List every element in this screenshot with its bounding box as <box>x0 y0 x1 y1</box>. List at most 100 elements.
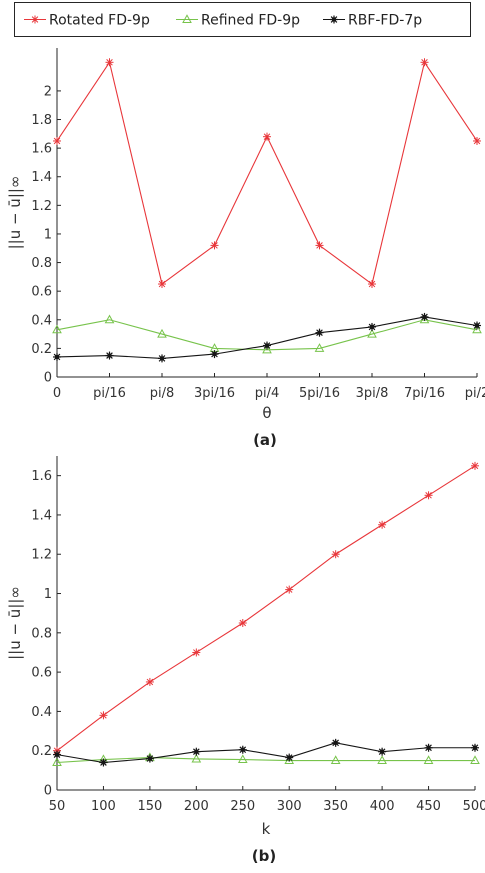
data-point <box>192 747 201 756</box>
series-line <box>56 757 475 764</box>
series-refined <box>52 314 482 354</box>
legend-label: Refined FD-9p <box>201 13 300 29</box>
data-point <box>53 136 61 145</box>
data-point <box>471 743 479 752</box>
legend: Rotated FD-9p Refined FD-9p RBF-FD-7p <box>14 2 471 37</box>
x-tick-label: 300 <box>277 799 302 814</box>
legend-item: Refined FD-9p <box>176 13 300 29</box>
x-tick-label: 250 <box>230 799 255 814</box>
x-tick-label: 0 <box>53 386 61 401</box>
x-tick-label: pi/2 <box>465 386 485 401</box>
data-point <box>423 755 434 765</box>
x-tick-label: pi/16 <box>93 386 126 401</box>
x-tick-label: 400 <box>370 799 395 814</box>
data-point <box>263 132 271 141</box>
x-tick-label: pi/8 <box>150 386 175 401</box>
y-tick-label: 0.4 <box>31 705 52 720</box>
chart-panel-b: 0 0.2 0.4 0.6 0.8 1 1.2 1.4 1.6 50 100 150 200 250 300… <box>6 456 485 865</box>
legend-box <box>14 2 471 37</box>
data-point <box>158 354 166 363</box>
x-tick-label: 7pi/16 <box>404 386 445 401</box>
data-point <box>471 461 479 470</box>
x-axis-label: θ <box>262 404 271 422</box>
y-tick-label: 0.2 <box>31 744 52 759</box>
legend-label: RBF-FD-7p <box>348 13 422 29</box>
data-point <box>238 745 247 754</box>
series-rotated <box>53 58 481 289</box>
data-point <box>191 753 202 763</box>
y-tick-label: 1.8 <box>31 113 52 128</box>
x-tick-label: pi/4 <box>255 386 280 401</box>
data-point <box>420 58 429 67</box>
panel-caption: (a) <box>253 431 277 449</box>
data-point <box>238 619 247 627</box>
series-line <box>56 465 476 752</box>
data-point <box>53 750 61 759</box>
data-point <box>377 755 387 765</box>
data-point <box>99 758 108 767</box>
data-point <box>424 743 433 752</box>
data-point <box>145 677 154 686</box>
y-tick-label: 1 <box>44 587 52 602</box>
x-tick-label: 5pi/16 <box>299 386 340 401</box>
data-point <box>314 343 325 352</box>
y-tick-label: 0.8 <box>31 256 52 271</box>
data-point <box>262 344 272 354</box>
data-point <box>285 585 294 594</box>
data-point <box>263 341 271 350</box>
legend-item: RBF-FD-7p <box>323 13 422 29</box>
data-point <box>368 280 376 289</box>
data-point <box>378 747 387 756</box>
data-point <box>145 754 154 763</box>
x-tick-label: 3pi/16 <box>194 386 235 401</box>
y-axis-label: ||u − ū||∞ <box>6 176 24 250</box>
data-point <box>315 328 324 337</box>
x-tick-label: 50 <box>49 799 66 814</box>
y-tick-label: 0.6 <box>31 285 52 300</box>
data-point <box>368 322 376 331</box>
data-point <box>330 755 341 765</box>
legend-label: Rotated FD-9p <box>49 13 150 29</box>
y-tick-label: 0.2 <box>31 342 52 357</box>
data-point <box>331 738 340 747</box>
data-point <box>315 241 324 250</box>
x-tick-label: 3pi/8 <box>356 386 389 401</box>
legend-marker <box>31 15 39 24</box>
data-point <box>52 324 62 334</box>
data-point <box>285 753 294 762</box>
data-point <box>192 648 201 657</box>
legend-marker <box>182 14 192 23</box>
y-tick-label: 2 <box>44 84 52 99</box>
series-line <box>56 319 478 351</box>
legend-marker <box>330 15 338 24</box>
data-point <box>52 757 62 766</box>
x-tick-label: 500 <box>463 799 485 814</box>
data-point <box>237 754 248 764</box>
data-point <box>99 711 108 720</box>
x-tick-label: 450 <box>416 799 441 814</box>
series-line <box>56 742 475 764</box>
data-point <box>331 550 340 559</box>
y-tick-label: 0.8 <box>31 626 52 641</box>
data-point <box>210 350 219 359</box>
y-tick-label: 0.6 <box>31 666 52 681</box>
x-tick-label: 200 <box>184 799 209 814</box>
data-point <box>470 755 480 765</box>
data-point <box>158 280 166 289</box>
series-rbf <box>53 738 479 767</box>
series-refined <box>52 752 480 766</box>
series-line <box>56 60 478 285</box>
y-tick-label: 1.6 <box>31 469 52 484</box>
y-tick-label: 0 <box>44 371 52 386</box>
data-point <box>105 351 114 360</box>
y-tick-label: 1.2 <box>31 199 52 214</box>
data-point <box>424 491 433 500</box>
y-tick-label: 1.4 <box>31 508 52 523</box>
data-point <box>53 352 61 361</box>
chart-panel-a: 0 0.2 0.4 0.6 0.8 1 1.2 1.4 1.6 1.8 2 0 pi/16 pi/8 3pi… <box>6 48 485 449</box>
legend-item: Rotated FD-9p <box>24 13 150 29</box>
panel-caption: (b) <box>252 847 276 865</box>
y-tick-label: 1 <box>44 227 52 242</box>
